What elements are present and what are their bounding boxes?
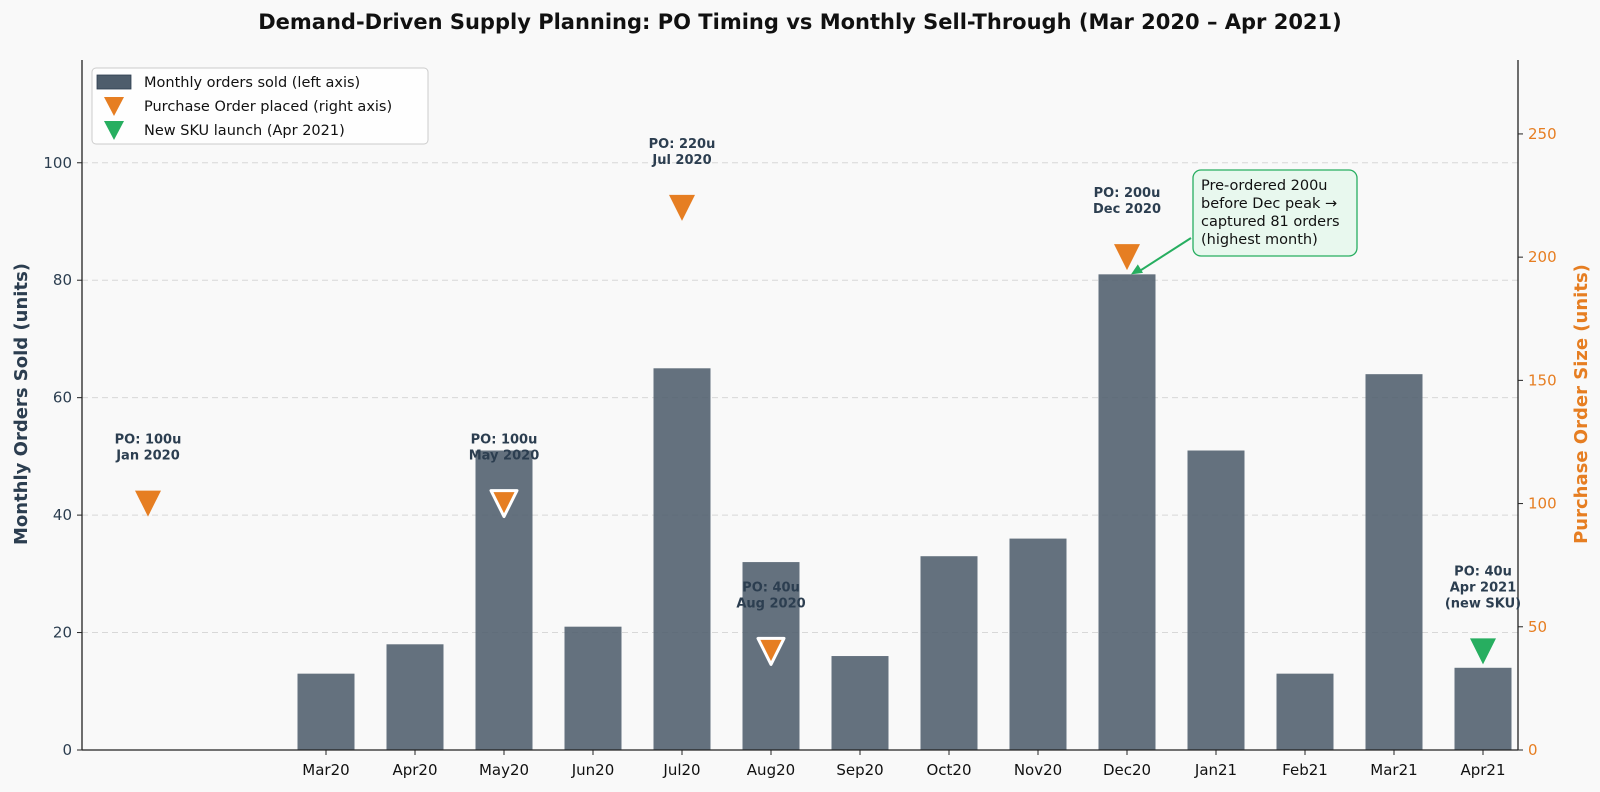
po-label: Aug 2020: [736, 596, 805, 611]
legend-label: Purchase Order placed (right axis): [144, 99, 392, 115]
po-label: Dec 2020: [1093, 202, 1161, 217]
po-label: PO: 100u: [115, 433, 182, 448]
x-tick-label: Oct20: [926, 761, 971, 779]
annotation-text: before Dec peak →: [1201, 196, 1337, 212]
po-label: PO: 40u: [1454, 564, 1512, 579]
legend-swatch-triangle: [104, 97, 124, 116]
y-tick-label-left: 20: [53, 624, 72, 642]
bar: [1276, 673, 1334, 750]
bar: [564, 626, 622, 750]
x-tick-label: Aug20: [747, 761, 795, 779]
bar: [386, 644, 444, 750]
x-tick-label: Jul20: [662, 761, 700, 779]
y-tick-label-left: 60: [53, 389, 72, 407]
y-tick-label-right: 100: [1528, 495, 1557, 513]
annotation-text: (highest month): [1201, 232, 1318, 248]
bar: [653, 368, 711, 750]
legend: Monthly orders sold (left axis) Purchase …: [91, 67, 429, 145]
po-label: PO: 200u: [1094, 186, 1161, 201]
po-marker: [669, 194, 695, 221]
x-tick-label: Feb21: [1282, 761, 1328, 779]
x-tick-label: Jan21: [1194, 761, 1237, 779]
annotation-box: [1192, 169, 1358, 257]
bar: [1098, 274, 1156, 750]
legend-swatch-bar: [96, 74, 132, 90]
bar: [1454, 667, 1512, 750]
bar: [831, 656, 889, 750]
y-tick-label-right: 150: [1528, 371, 1557, 389]
po-marker: [489, 489, 519, 519]
annotation: Pre-ordered 200u before Dec peak → capture…: [1131, 169, 1358, 275]
po-label: PO: 220u: [649, 137, 716, 152]
po-label: (new SKU): [1445, 596, 1521, 611]
y-tick-label-left: 40: [53, 506, 72, 524]
y-tick-label-left: 100: [43, 154, 72, 172]
tick-labels: 0 20 40 60 80 100 0 50 100 150 200 250 Mar20 Apr20 May…: [43, 125, 1556, 779]
x-tick-label: Sep20: [836, 761, 883, 779]
y-tick-label-right: 50: [1528, 618, 1547, 636]
x-tick-label: Apr21: [1460, 761, 1505, 779]
annotation-arrowhead: [1131, 264, 1143, 275]
po-label: Apr 2021: [1450, 580, 1517, 595]
legend-label: New SKU launch (Apr 2021): [144, 123, 345, 139]
po-label: Jul 2020: [651, 153, 711, 168]
x-tick-label: May20: [479, 761, 529, 779]
legend-label: Monthly orders sold (left axis): [144, 75, 360, 91]
bar: [297, 673, 355, 750]
annotation-text: Pre-ordered 200u: [1201, 178, 1328, 194]
x-tick-label: Mar20: [302, 761, 349, 779]
x-tick-label: Jun20: [571, 761, 615, 779]
x-tick-label: Apr20: [392, 761, 437, 779]
y-axis-label-right: Purchase Order Size (units): [1571, 264, 1592, 544]
y-tick-label-right: 250: [1528, 125, 1557, 143]
po-label: May 2020: [469, 449, 540, 464]
x-tick-label: Mar21: [1370, 761, 1417, 779]
po-marker: [1114, 244, 1140, 271]
po-marker: [135, 490, 161, 517]
y-axis-label-left: Monthly Orders Sold (units): [11, 263, 32, 545]
legend-swatch-triangle: [104, 121, 124, 140]
po-label: PO: 100u: [471, 433, 538, 448]
bar-series: [297, 274, 1512, 750]
annotation-text: captured 81 orders: [1201, 214, 1340, 230]
po-marker: [1470, 638, 1496, 665]
annotation-arrow: [1138, 237, 1192, 273]
po-label: PO: 40u: [742, 580, 800, 595]
y-tick-label-left: 0: [62, 741, 72, 759]
bar: [1009, 538, 1067, 750]
y-tick-label-right: 200: [1528, 248, 1557, 266]
x-tick-label: Nov20: [1014, 761, 1062, 779]
legend-box: [91, 67, 429, 145]
po-marker: [756, 636, 786, 666]
po-label: Jan 2020: [115, 449, 180, 464]
bar: [1365, 374, 1423, 750]
y-tick-label-left: 80: [53, 271, 72, 289]
bar: [1187, 450, 1245, 750]
chart-title: Demand-Driven Supply Planning: PO Timing…: [258, 10, 1342, 34]
y-tick-label-right: 0: [1528, 741, 1538, 759]
bar: [920, 556, 978, 750]
axes: [81, 60, 1519, 751]
x-tick-label: Dec20: [1103, 761, 1151, 779]
